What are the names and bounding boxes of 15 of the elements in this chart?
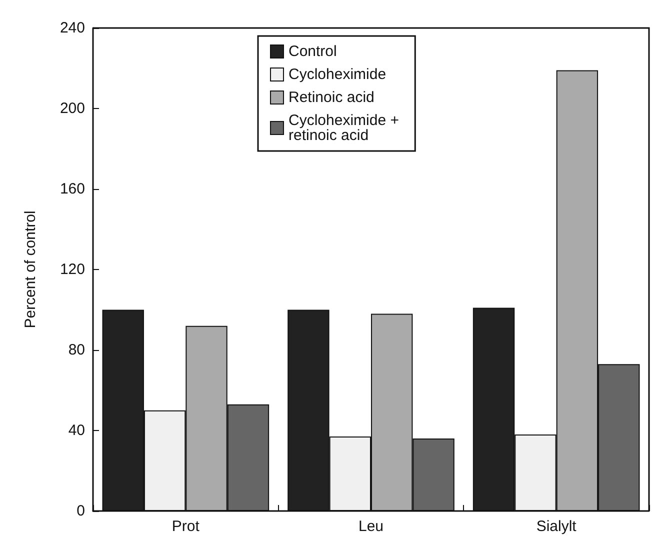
x-tick-label: Sialylt xyxy=(536,518,578,535)
y-tick-label: 80 xyxy=(68,342,85,358)
legend-label: Cycloheximide xyxy=(288,66,386,83)
y-tick-label: 160 xyxy=(60,180,85,198)
legend-label: Retinoic acid xyxy=(288,89,374,106)
y-tick-label: 0 xyxy=(76,502,85,520)
y-axis-title: Percent of control xyxy=(22,210,39,328)
x-tick-label: Prot xyxy=(172,518,200,535)
y-tick-label: 40 xyxy=(68,422,85,439)
y-tick-label: 120 xyxy=(60,261,85,278)
legend-label: Control xyxy=(288,43,337,60)
y-tick-label: 200 xyxy=(60,100,85,117)
x-tick-label: Leu xyxy=(358,518,384,535)
legend-label: Cycloheximide + retinoic acid xyxy=(288,112,404,144)
y-tick-label: 240 xyxy=(60,20,85,36)
